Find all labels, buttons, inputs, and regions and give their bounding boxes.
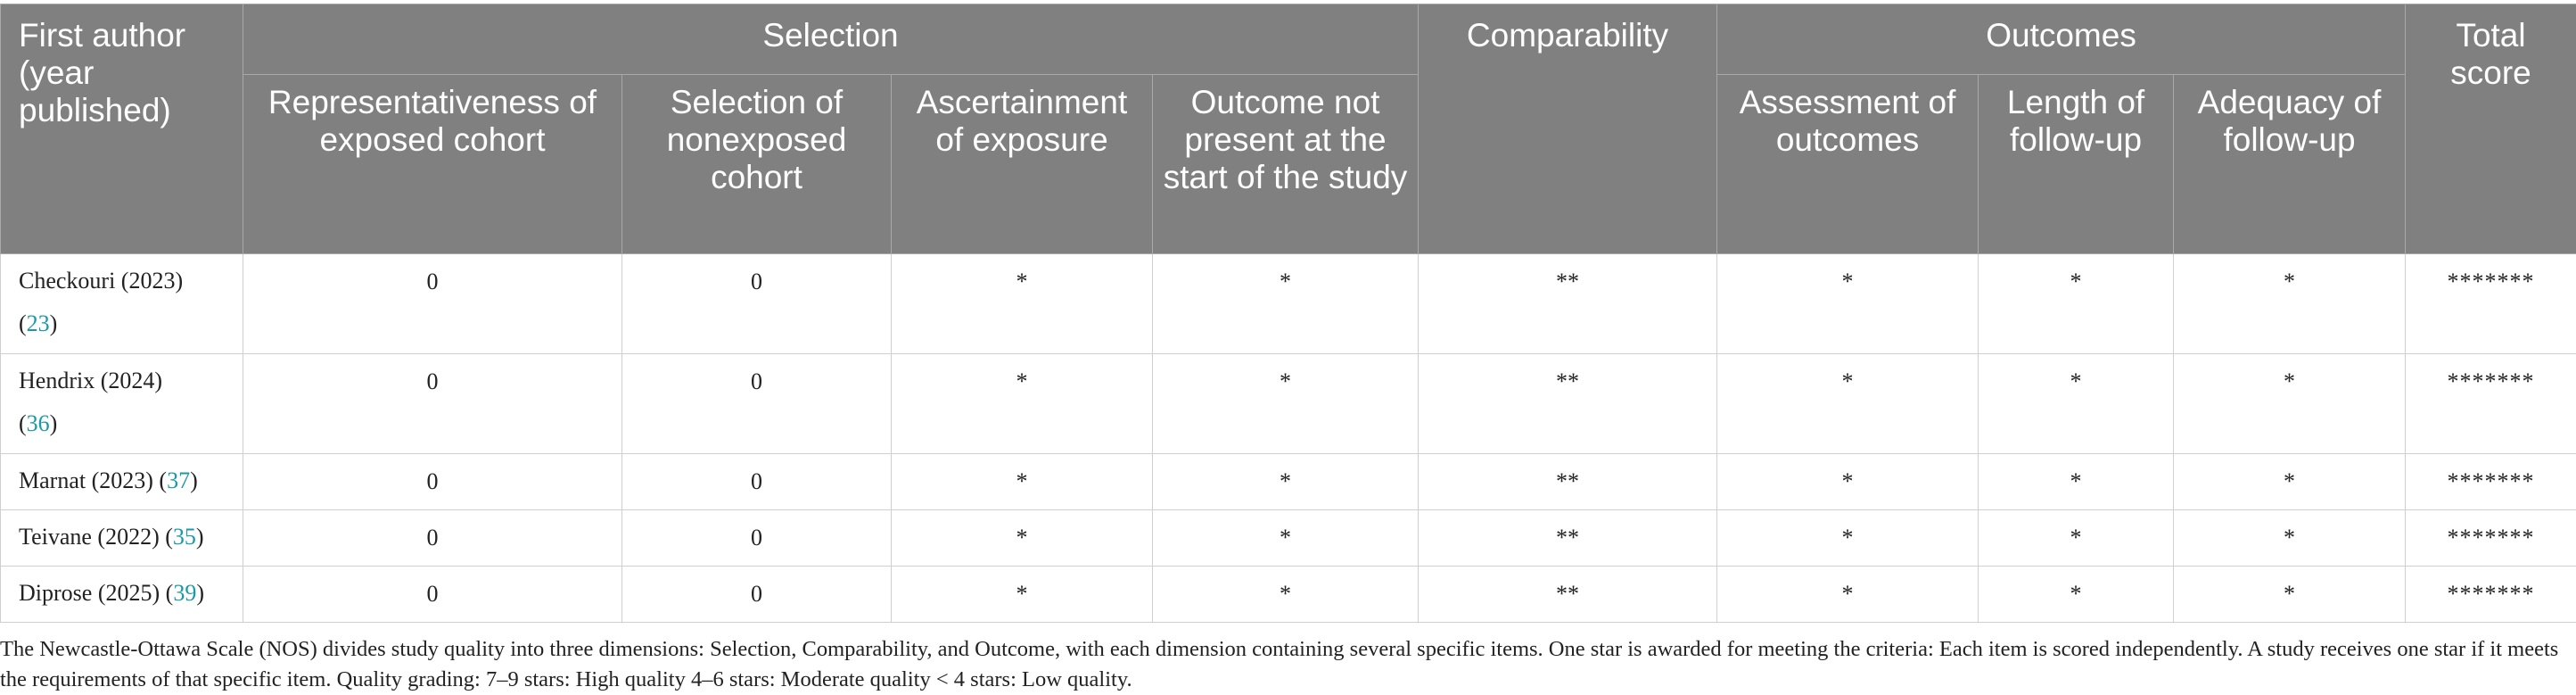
score-cell: 0 [622, 567, 892, 623]
score-cell: * [1153, 510, 1419, 567]
author-name: Checkouri (2023) [19, 268, 183, 294]
table-footnote: The Newcastle-Ottawa Scale (NOS) divides… [0, 634, 2568, 695]
table-row: Diprose (2025) (39) 0 0 * * ** * * * ***… [1, 567, 2576, 623]
score-cell: * [1717, 354, 1979, 454]
header-selection-nonexposed: Selection of nonexposed cohort [622, 75, 892, 254]
score-cell: 0 [622, 254, 892, 354]
score-cell: 0 [243, 454, 622, 510]
score-cell: * [1717, 510, 1979, 567]
table-row: Marnat (2023) (37) 0 0 * * ** * * * ****… [1, 454, 2576, 510]
author-cell: Hendrix (2024)(36) [1, 354, 243, 454]
score-cell: * [892, 567, 1153, 623]
author-name: Diprose (2025) [19, 580, 160, 606]
score-cell: * [2174, 254, 2406, 354]
author-cell: Diprose (2025) (39) [1, 567, 243, 623]
score-cell: * [892, 354, 1153, 454]
score-cell: ** [1419, 567, 1717, 623]
score-cell: * [2174, 510, 2406, 567]
score-cell: * [1979, 254, 2174, 354]
reference-link[interactable]: 36 [27, 410, 50, 436]
header-assessment-outcomes: Assessment of outcomes [1717, 75, 1979, 254]
header-first-author: First author (year published) [1, 4, 243, 254]
score-cell: ** [1419, 454, 1717, 510]
score-cell: * [1717, 254, 1979, 354]
header-comparability: Comparability [1419, 4, 1717, 254]
score-cell: 0 [622, 454, 892, 510]
total-score-cell: ******* [2406, 254, 2576, 354]
author-name: Teivane (2022) [19, 524, 160, 550]
nos-quality-table: First author (year published) Selection … [0, 4, 2576, 623]
total-score-cell: ******* [2406, 454, 2576, 510]
nos-table-container: First author (year published) Selection … [0, 4, 2576, 623]
total-score-cell: ******* [2406, 510, 2576, 567]
header-length-followup: Length of follow-up [1979, 75, 2174, 254]
score-cell: 0 [243, 510, 622, 567]
score-cell: * [892, 510, 1153, 567]
score-cell: * [1717, 454, 1979, 510]
score-cell: * [892, 254, 1153, 354]
header-selection: Selection [243, 4, 1419, 75]
total-score-cell: ******* [2406, 567, 2576, 623]
reference-link[interactable]: 39 [173, 580, 196, 606]
score-cell: * [1979, 510, 2174, 567]
author-name: Hendrix (2024) [19, 368, 162, 393]
score-cell: * [1153, 354, 1419, 454]
score-cell: 0 [243, 567, 622, 623]
header-outcome-not-present: Outcome not present at the start of the … [1153, 75, 1419, 254]
header-outcomes: Outcomes [1717, 4, 2406, 75]
author-cell: Marnat (2023) (37) [1, 454, 243, 510]
score-cell: * [1153, 454, 1419, 510]
score-cell: ** [1419, 510, 1717, 567]
header-representativeness: Representativeness of exposed cohort [243, 75, 622, 254]
author-cell: Checkouri (2023)(23) [1, 254, 243, 354]
score-cell: ** [1419, 354, 1717, 454]
header-adequacy-followup: Adequacy of follow-up [2174, 75, 2406, 254]
reference-link[interactable]: 37 [167, 467, 190, 493]
total-score-cell: ******* [2406, 354, 2576, 454]
score-cell: 0 [243, 354, 622, 454]
score-cell: * [1979, 354, 2174, 454]
score-cell: * [892, 454, 1153, 510]
score-cell: * [1153, 567, 1419, 623]
reference-link[interactable]: 23 [27, 310, 50, 336]
reference-link[interactable]: 35 [173, 524, 196, 550]
score-cell: * [2174, 354, 2406, 454]
header-row-groups: First author (year published) Selection … [1, 4, 2576, 75]
score-cell: * [1717, 567, 1979, 623]
score-cell: * [2174, 454, 2406, 510]
header-ascertainment: Ascertainment of exposure [892, 75, 1153, 254]
score-cell: 0 [243, 254, 622, 354]
table-row: Checkouri (2023)(23) 0 0 * * ** * * * **… [1, 254, 2576, 354]
score-cell: * [1979, 454, 2174, 510]
score-cell: 0 [622, 510, 892, 567]
score-cell: * [1153, 254, 1419, 354]
header-total-score: Total score [2406, 4, 2576, 254]
table-row: Teivane (2022) (35) 0 0 * * ** * * * ***… [1, 510, 2576, 567]
score-cell: * [1979, 567, 2174, 623]
score-cell: 0 [622, 354, 892, 454]
score-cell: * [2174, 567, 2406, 623]
author-name: Marnat (2023) [19, 467, 153, 493]
author-cell: Teivane (2022) (35) [1, 510, 243, 567]
header-row-items: Representativeness of exposed cohort Sel… [1, 75, 2576, 254]
table-row: Hendrix (2024)(36) 0 0 * * ** * * * ****… [1, 354, 2576, 454]
score-cell: ** [1419, 254, 1717, 354]
